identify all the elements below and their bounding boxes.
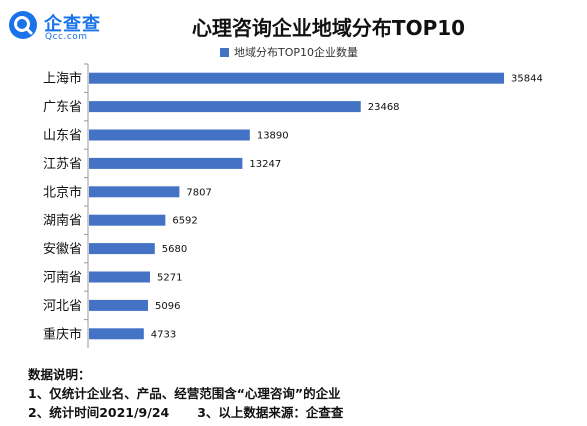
- notes-line-2-time: 2、统计时间2021/9/24: [28, 405, 170, 420]
- chart-title: 心理咨询企业地域分布TOP10: [191, 16, 466, 40]
- notes-line-2-source: 3、以上数据来源：企查查: [197, 405, 344, 420]
- category-label: 江苏省: [43, 156, 82, 172]
- data-label: 35844: [511, 74, 543, 85]
- bar: [89, 214, 166, 226]
- bar-chart: 上海市 35844 广东省 23468 山东省 13890 江苏省 13247 北京市 7807 湖…: [43, 63, 543, 348]
- data-label: 13890: [257, 131, 289, 142]
- legend-label: 地域分布TOP10企业数量: [234, 46, 359, 59]
- data-label: 5096: [155, 301, 180, 312]
- bar: [89, 129, 250, 141]
- logo-name: 企查查: [44, 14, 101, 35]
- data-label: 6592: [172, 216, 197, 227]
- category-label: 安徽省: [43, 242, 82, 257]
- data-label: 13247: [249, 159, 281, 170]
- category-label: 河北省: [43, 299, 82, 314]
- category-label: 湖南省: [43, 213, 82, 229]
- qcc-logo-icon: [9, 11, 37, 39]
- data-notes: 数据说明： 1、仅统计企业名、产品、经营范围含“心理咨询”的企业 2、统计时间2…: [28, 365, 343, 422]
- bar: [89, 101, 361, 113]
- notes-line-1: 1、仅统计企业名、产品、经营范围含“心理咨询”的企业: [28, 386, 341, 401]
- category-label: 广东省: [43, 100, 82, 115]
- bar: [89, 186, 180, 198]
- logo-domain: Qcc.com: [45, 32, 88, 42]
- notes-heading: 数据说明：: [28, 367, 91, 382]
- category-label: 上海市: [43, 71, 82, 87]
- data-label: 5680: [162, 244, 187, 255]
- bar: [89, 271, 151, 283]
- category-label: 河南省: [43, 270, 82, 286]
- category-label: 北京市: [43, 184, 82, 200]
- chart-legend: 地域分布TOP10企业数量: [220, 44, 358, 60]
- category-label: 山东省: [43, 129, 82, 144]
- data-label: 4733: [151, 329, 176, 340]
- data-label: 23468: [368, 102, 400, 113]
- data-label: 7807: [186, 187, 211, 198]
- data-label: 5271: [157, 273, 182, 284]
- bar: [89, 299, 149, 311]
- qcc-logo: 企查查 Qcc.com: [8, 8, 138, 44]
- bar: [89, 72, 505, 84]
- bar: [89, 328, 144, 340]
- bar: [89, 243, 155, 255]
- bar: [89, 157, 243, 169]
- category-label: 重庆市: [43, 326, 82, 342]
- notes-line-2: 2、统计时间2021/9/24 3、以上数据来源：企查查: [28, 403, 343, 422]
- legend-swatch: [220, 47, 229, 57]
